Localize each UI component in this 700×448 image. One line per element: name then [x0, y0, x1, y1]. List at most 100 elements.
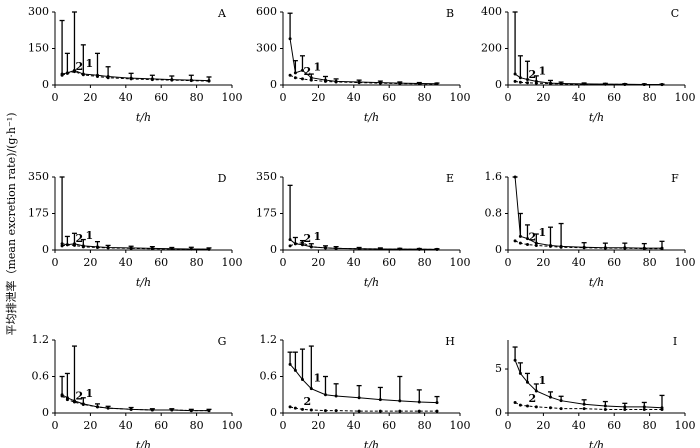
x-tick-label: 0 — [505, 256, 512, 269]
data-point — [65, 398, 69, 402]
data-point — [582, 82, 586, 86]
data-point — [642, 407, 646, 411]
error-bar — [641, 401, 647, 407]
data-point — [357, 81, 361, 85]
y-tick-label: 1.2 — [260, 333, 278, 346]
y-tick-label: 1.2 — [32, 333, 50, 346]
x-tick-label: 40 — [572, 91, 586, 104]
x-axis-label: t/h — [136, 276, 151, 289]
data-point — [323, 79, 327, 83]
data-point — [150, 408, 154, 412]
y-tick-label: 0 — [495, 243, 502, 256]
data-point — [207, 409, 211, 413]
data-point — [435, 82, 439, 86]
x-tick-label: 0 — [52, 91, 59, 104]
x-tick-label: 60 — [607, 256, 621, 269]
panel-label: A — [217, 7, 227, 20]
x-tick-label: 80 — [418, 419, 432, 432]
data-point — [170, 247, 174, 251]
x-tick-label: 20 — [311, 419, 325, 432]
data-point — [603, 407, 607, 411]
error-bar — [59, 19, 65, 75]
error-bar — [71, 232, 77, 244]
series-label: 1 — [313, 61, 321, 74]
x-tick-label: 0 — [505, 419, 512, 432]
series-label: 1 — [538, 226, 546, 239]
x-tick-label: 60 — [382, 256, 396, 269]
data-point — [623, 246, 627, 250]
data-point — [129, 246, 133, 250]
data-point — [95, 245, 99, 249]
x-tick-label: 100 — [450, 91, 471, 104]
x-tick-label: 40 — [119, 256, 133, 269]
data-point — [81, 73, 85, 77]
error-bar — [524, 60, 530, 80]
error-bar — [59, 375, 65, 395]
data-point — [513, 400, 517, 404]
error-bar — [80, 397, 86, 404]
error-bar — [80, 44, 86, 75]
data-point — [95, 405, 99, 409]
x-tick-label: 20 — [536, 419, 550, 432]
x-tick-label: 40 — [347, 256, 361, 269]
y-tick-label: 300 — [256, 42, 277, 55]
y-tick-label: 200 — [481, 42, 502, 55]
data-point — [207, 247, 211, 251]
y-tick-label: 0 — [270, 243, 277, 256]
data-point — [534, 405, 538, 409]
data-point — [660, 407, 664, 411]
y-tick-label: 600 — [256, 5, 277, 18]
y-tick-label: 0 — [42, 406, 49, 419]
x-tick-label: 0 — [52, 256, 59, 269]
error-bar — [322, 75, 328, 81]
data-point — [189, 79, 193, 83]
error-bar — [558, 395, 564, 401]
error-bar — [64, 372, 70, 398]
data-point — [309, 78, 313, 82]
y-tick-label: 0 — [495, 78, 502, 91]
error-bar — [602, 400, 608, 406]
series-line — [61, 395, 209, 412]
y-tick-label: 350 — [256, 170, 277, 183]
error-bar — [308, 345, 314, 389]
data-point — [288, 244, 292, 248]
x-tick-label: 40 — [572, 419, 586, 432]
error-bar — [299, 348, 305, 380]
error-bar — [287, 351, 293, 365]
series-label: 1 — [85, 387, 93, 400]
data-point — [548, 82, 552, 86]
series-label: 2 — [303, 65, 311, 78]
data-point — [534, 81, 538, 85]
data-point — [398, 247, 402, 251]
y-tick-label: 175 — [256, 207, 277, 220]
data-point — [334, 409, 338, 413]
x-axis-label: t/h — [589, 439, 604, 448]
series-line — [514, 176, 662, 249]
series-label: 2 — [528, 392, 536, 405]
data-point — [417, 409, 421, 413]
x-tick-label: 0 — [280, 91, 287, 104]
panel-label: F — [671, 172, 679, 185]
y-tick-label: 0.6 — [260, 370, 278, 383]
error-bar — [416, 389, 422, 403]
x-tick-label: 80 — [643, 91, 657, 104]
error-bar — [356, 384, 362, 398]
data-point — [293, 76, 297, 80]
data-point — [435, 409, 439, 413]
data-point — [189, 409, 193, 413]
data-point — [435, 247, 439, 251]
data-point — [398, 409, 402, 413]
x-tick-label: 80 — [190, 419, 204, 432]
data-point — [334, 80, 338, 84]
x-tick-label: 0 — [52, 419, 59, 432]
data-point — [378, 409, 382, 413]
data-point — [559, 245, 563, 249]
data-point — [378, 247, 382, 251]
error-bar — [80, 238, 86, 246]
data-point — [81, 245, 85, 249]
series-label: 2 — [528, 68, 536, 81]
y-tick-label: 400 — [481, 5, 502, 18]
data-point — [357, 247, 361, 251]
x-axis-label: t/h — [136, 111, 151, 124]
